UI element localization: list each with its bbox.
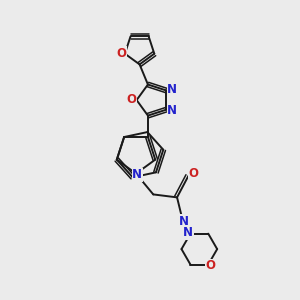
Text: O: O — [206, 259, 216, 272]
Text: N: N — [167, 83, 177, 96]
Text: N: N — [167, 104, 177, 117]
Text: O: O — [126, 93, 136, 106]
Text: N: N — [183, 226, 193, 239]
Text: N: N — [132, 168, 142, 181]
Text: O: O — [116, 46, 126, 60]
Text: O: O — [188, 167, 198, 180]
Text: N: N — [179, 215, 189, 228]
